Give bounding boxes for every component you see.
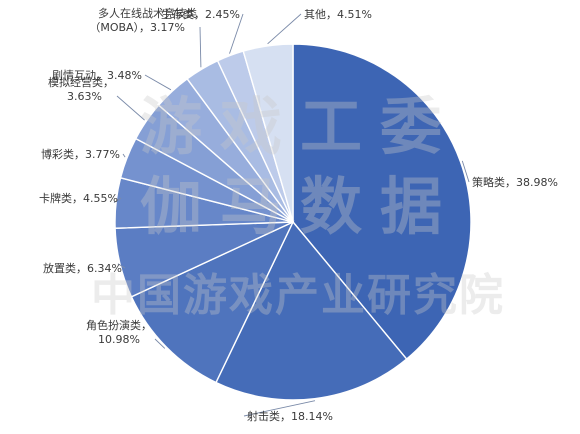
- slice-label-line: （MOBA），3.17%: [89, 21, 185, 34]
- leader-line: [267, 13, 302, 45]
- leader-line: [229, 13, 244, 54]
- slice-label-line: 模拟经营类，: [48, 75, 114, 89]
- leader-line: [154, 338, 166, 349]
- leader-line: [144, 74, 172, 91]
- slice-label-line: 10.98%: [98, 333, 140, 346]
- slice-labels: 策略类，38.98% 射击类，18.14% 角色扮演类， 10.98% 放置类，6.34…: [39, 6, 558, 423]
- leader-line: [461, 160, 470, 183]
- slice-label-line: 生存类，2.45%: [161, 7, 240, 21]
- slice-label-line: 剧情互动，3.48%: [52, 69, 142, 82]
- slice-label: 生存类，2.45%: [161, 7, 240, 21]
- slice-label-line: 3.63%: [67, 90, 102, 103]
- slice-label: 其他，4.51%: [304, 8, 372, 21]
- slice-label-line: 博彩类，3.77%: [41, 147, 120, 161]
- slice-label-line: 射击类，18.14%: [247, 409, 333, 423]
- leader-line: [122, 153, 126, 158]
- slice-label-line: 多人在线战术竞技类: [98, 6, 197, 20]
- leader-line: [117, 263, 126, 269]
- slice-label: 剧情互动，3.48%: [52, 69, 142, 82]
- pie-slice: [215, 220, 408, 401]
- slice-label-line: 其他，4.51%: [304, 8, 372, 21]
- pie-slice: [130, 220, 295, 384]
- leader-line: [199, 26, 202, 68]
- slice-label-line: 策略类，38.98%: [472, 175, 558, 189]
- leader-line: [113, 197, 122, 203]
- slice-label: 策略类，38.98%: [472, 175, 558, 189]
- pie-slice: [292, 43, 472, 360]
- slice-label: 角色扮演类， 10.98%: [86, 318, 152, 346]
- leader-line: [243, 400, 316, 417]
- watermark: 游戏工委 伽马数据 中国游戏产业研究院: [91, 90, 505, 321]
- slice-label: 放置类，6.34%: [43, 261, 122, 275]
- pie-slices: [114, 43, 472, 401]
- leader-line: [116, 95, 145, 121]
- slice-label: 博彩类，3.77%: [41, 147, 120, 161]
- slice-label: 射击类，18.14%: [247, 409, 333, 423]
- slice-label-line: 放置类，6.34%: [43, 261, 122, 275]
- pie-slice: [242, 43, 294, 223]
- slice-label-line: 角色扮演类，: [86, 318, 152, 332]
- watermark-line-3: 中国游戏产业研究院: [91, 270, 505, 321]
- slice-label: 卡牌类，4.55%: [39, 191, 118, 205]
- leader-lines: [113, 13, 470, 417]
- watermark-line-2: 伽马数据: [140, 170, 460, 243]
- watermark-line-1: 游戏工委: [140, 90, 460, 163]
- slice-label: 模拟经营类， 3.63%: [48, 75, 114, 103]
- slice-label-line: 卡牌类，4.55%: [39, 191, 118, 205]
- slice-label: 多人在线战术竞技类（MOBA），3.17%: [89, 6, 197, 34]
